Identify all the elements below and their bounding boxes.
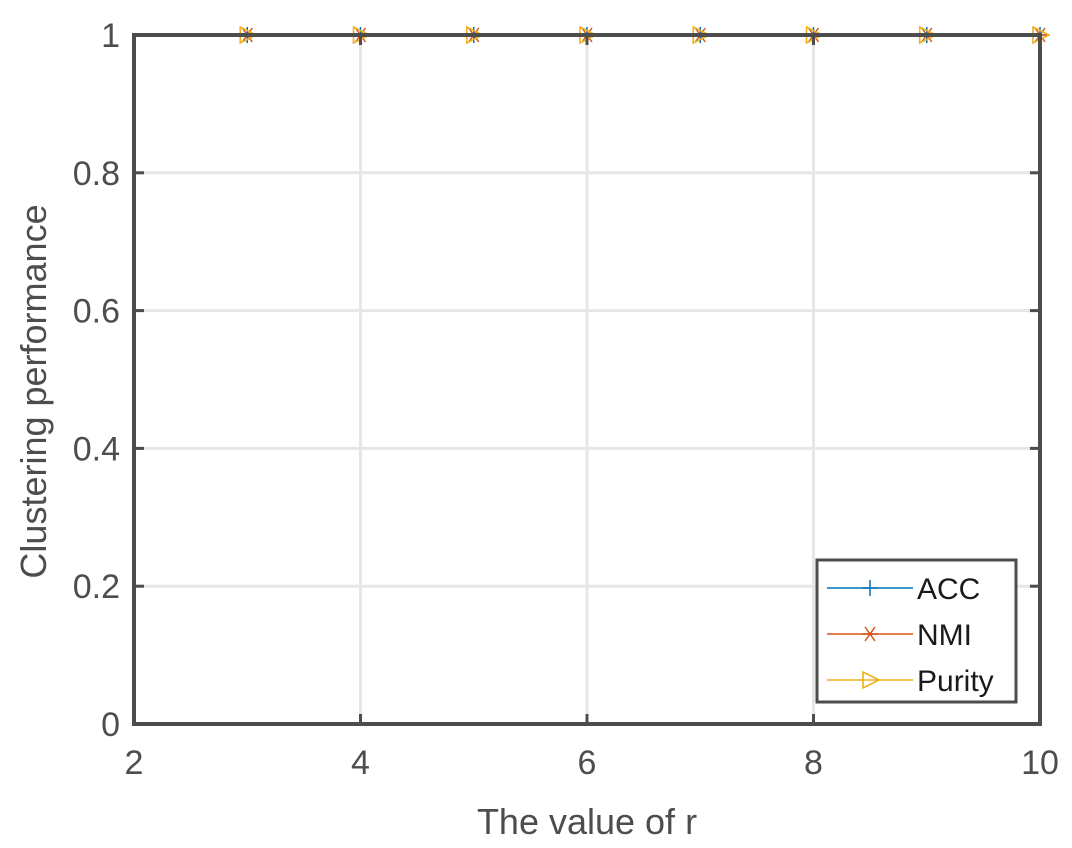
x-tick-label: 8: [804, 744, 823, 782]
x-tick-label: 2: [125, 744, 144, 782]
legend-label: Purity: [917, 665, 994, 698]
y-tick-label: 0.2: [73, 568, 120, 606]
x-tick-label: 4: [351, 744, 370, 782]
legend-item-purity: Purity: [827, 665, 994, 698]
x-tick-label: 10: [1021, 744, 1059, 782]
y-tick-label: 0.6: [73, 293, 120, 331]
y-tick-label: 0.4: [73, 430, 120, 468]
legend-item-nmi: NMI: [827, 619, 972, 652]
y-axis-title: Clustering performance: [13, 204, 54, 578]
x-axis-title: The value of r: [477, 801, 697, 842]
y-tick-label: 1: [101, 17, 120, 55]
grid: [134, 35, 1040, 724]
y-tick-label: 0: [101, 706, 120, 744]
axis-ticks: [132, 33, 1042, 726]
legend-item-acc: ACC: [827, 573, 980, 606]
legend-label: ACC: [917, 573, 980, 606]
legend-marker: [862, 626, 878, 642]
legend-marker: [862, 670, 881, 690]
y-tick-label: 0.8: [73, 155, 120, 193]
legend-label: NMI: [917, 619, 972, 652]
x-tick-label: 6: [578, 744, 597, 782]
tick-labels: 2 4 6 8 10 0 0.2 0.4 0.6 0.8 1: [73, 17, 1059, 782]
legend-box: [815, 558, 1018, 704]
legend: ACC NMI Purity: [815, 558, 1018, 704]
